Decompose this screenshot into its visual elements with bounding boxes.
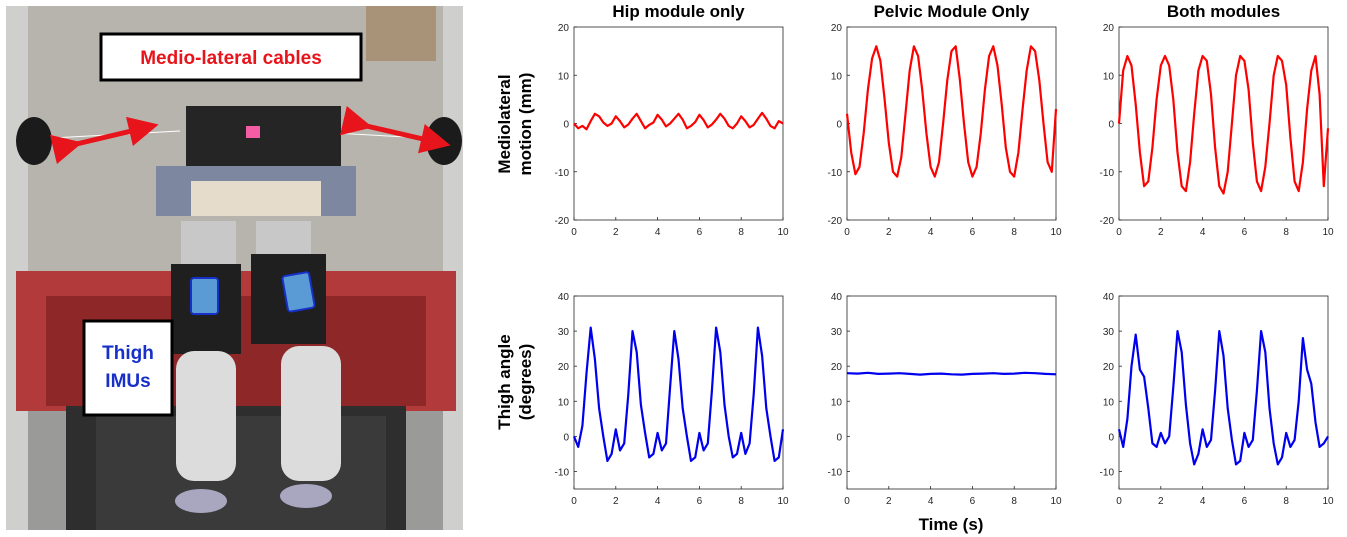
chart-bottom-1-ytick-label: 0 xyxy=(836,432,842,443)
chart-top-2-xtick-label: 10 xyxy=(1322,227,1334,238)
chart-top-2-xtick-label: 2 xyxy=(1158,227,1164,238)
chart-bottom-0-xtick-label: 4 xyxy=(655,496,661,507)
chart-top-1-ytick-label: -20 xyxy=(828,216,843,227)
chart-bottom-1-xtick-label: 6 xyxy=(970,496,976,507)
robot-photo: Medio-lateral cables Thigh IMUs xyxy=(6,6,463,530)
chart-top-1-series-line xyxy=(845,45,1058,178)
chart-bottom-1-ytick-label: 30 xyxy=(831,327,843,338)
left-arrow xyxy=(49,116,159,165)
chart-top-1-ytick-label: 20 xyxy=(831,23,843,34)
chart-bottom-1-xtick-label: 8 xyxy=(1011,496,1017,507)
chart-bottom-2-ytick-label: 10 xyxy=(1103,397,1115,408)
chart-top-1-xtick-label: 8 xyxy=(1011,227,1017,238)
chart-top-1-ytick-label: 10 xyxy=(831,71,843,82)
chart-bottom-2-xtick-label: 2 xyxy=(1158,496,1164,507)
chart-bottom-1-xtick-label: 4 xyxy=(928,496,934,507)
chart-top-0-series-line xyxy=(573,111,784,131)
chart-bottom-0-frame xyxy=(573,295,784,490)
chart-bottom-0-ytick-label: 30 xyxy=(558,327,570,338)
chart-top-1-xtick-label: 4 xyxy=(928,227,934,238)
chart-bottom-0-xtick-label: 2 xyxy=(613,496,619,507)
chart-top-0-xtick-label: 4 xyxy=(655,227,661,238)
chart-bottom-1-xtick-label: 0 xyxy=(844,496,850,507)
x-axis-label: Time (s) xyxy=(919,515,984,534)
chart-grid: Mediolateral motion (mm) Thigh angle (de… xyxy=(495,2,1334,534)
bottom-ylabel-line1: Thigh angle xyxy=(495,334,514,429)
chart-bottom-2-ytick-label: 0 xyxy=(1108,432,1114,443)
chart-top-2-xtick-label: 6 xyxy=(1242,227,1248,238)
chart-bottom-0-xtick-label: 8 xyxy=(738,496,744,507)
chart-bottom-2-xtick-label: 6 xyxy=(1242,496,1248,507)
chart-top-0-xtick-label: 8 xyxy=(738,227,744,238)
chart-top-2-ytick-label: -10 xyxy=(1100,168,1115,179)
chart-bottom-1-series-line xyxy=(846,371,1057,376)
chart-top-0-ytick-label: -20 xyxy=(555,216,570,227)
chart-bottom-0-series-line xyxy=(572,326,785,462)
chart-top-1-xtick-label: 10 xyxy=(1050,227,1062,238)
chart-bottom-2-frame xyxy=(1118,295,1329,490)
chart-bottom-2-ytick-label: 40 xyxy=(1103,292,1115,303)
chart-top-0-xtick-label: 6 xyxy=(697,227,703,238)
chart-bottom-2-xtick-label: 4 xyxy=(1200,496,1206,507)
chart-bottom-0-ytick-label: 20 xyxy=(558,362,570,373)
chart-bottom-0-ytick-label: 40 xyxy=(558,292,570,303)
chart-top-2-title: Both modules xyxy=(1167,2,1280,21)
cables-label-box xyxy=(99,32,363,82)
chart-top-0-ytick-label: 20 xyxy=(558,23,570,34)
chart-bottom-0-ytick-label: 0 xyxy=(563,432,569,443)
chart-bottom-1-ytick-label: 40 xyxy=(831,292,843,303)
chart-top-2-ytick-label: 10 xyxy=(1103,71,1115,82)
chart-top-2-xtick-label: 4 xyxy=(1200,227,1206,238)
chart-top-1-ytick-label: 0 xyxy=(836,120,842,131)
chart-top-0-ytick-label: -10 xyxy=(555,168,570,179)
chart-top-1-xtick-label: 0 xyxy=(844,227,850,238)
bottom-ylabel-line2: (degrees) xyxy=(516,344,535,421)
chart-bottom-1-xtick-label: 2 xyxy=(886,496,892,507)
chart-bottom-1-ytick-label: 20 xyxy=(831,362,843,373)
chart-top-0-ytick-label: 10 xyxy=(558,71,570,82)
chart-top-2-ytick-label: 0 xyxy=(1108,120,1114,131)
chart-top-2-xtick-label: 0 xyxy=(1116,227,1122,238)
chart-bottom-2-ytick-label: 20 xyxy=(1103,362,1115,373)
chart-top-0-xtick-label: 0 xyxy=(571,227,577,238)
imu-patch-right xyxy=(281,271,316,313)
imu-label-line2: IMUs xyxy=(105,371,150,392)
chart-bottom-0-ytick-label: -10 xyxy=(555,467,570,478)
chart-bottom-0-xtick-label: 6 xyxy=(697,496,703,507)
top-ylabel-line1: Mediolateral xyxy=(495,74,514,173)
imu-patch-left xyxy=(190,277,219,315)
chart-top-1-title: Pelvic Module Only xyxy=(874,2,1030,21)
chart-top-1-xtick-label: 2 xyxy=(886,227,892,238)
chart-bottom-0-xtick-label: 0 xyxy=(571,496,577,507)
chart-top-1-xtick-label: 6 xyxy=(970,227,976,238)
chart-top-1-ytick-label: -10 xyxy=(828,168,843,179)
imu-label-line1: Thigh xyxy=(102,343,154,364)
chart-top-0-title: Hip module only xyxy=(612,2,745,21)
chart-top-2-ytick-label: 20 xyxy=(1103,23,1115,34)
chart-bottom-1-xtick-label: 10 xyxy=(1050,496,1062,507)
chart-bottom-2-series-line xyxy=(1117,330,1329,466)
chart-top-0-xtick-label: 10 xyxy=(777,227,789,238)
top-ylabel-line2: motion (mm) xyxy=(516,73,535,176)
imu-label-box xyxy=(82,319,174,417)
cables-label: Medio-lateral cables xyxy=(140,48,322,69)
chart-bottom-0-xtick-label: 10 xyxy=(777,496,789,507)
chart-bottom-2-xtick-label: 0 xyxy=(1116,496,1122,507)
chart-bottom-0-ytick-label: 10 xyxy=(558,397,570,408)
chart-bottom-2-xtick-label: 8 xyxy=(1283,496,1289,507)
chart-top-2-xtick-label: 8 xyxy=(1283,227,1289,238)
right-arrow xyxy=(340,106,451,154)
chart-top-0-ytick-label: 0 xyxy=(563,120,569,131)
chart-bottom-1-ytick-label: 10 xyxy=(831,397,843,408)
chart-top-0-xtick-label: 2 xyxy=(613,227,619,238)
chart-bottom-2-xtick-label: 10 xyxy=(1322,496,1334,507)
chart-bottom-1-frame xyxy=(846,295,1057,490)
chart-bottom-2-ytick-label: 30 xyxy=(1103,327,1115,338)
chart-bottom-2-ytick-label: -10 xyxy=(1100,467,1115,478)
chart-bottom-1-ytick-label: -10 xyxy=(828,467,843,478)
chart-top-2-ytick-label: -20 xyxy=(1100,216,1115,227)
chart-top-2-series-line xyxy=(1117,54,1330,195)
